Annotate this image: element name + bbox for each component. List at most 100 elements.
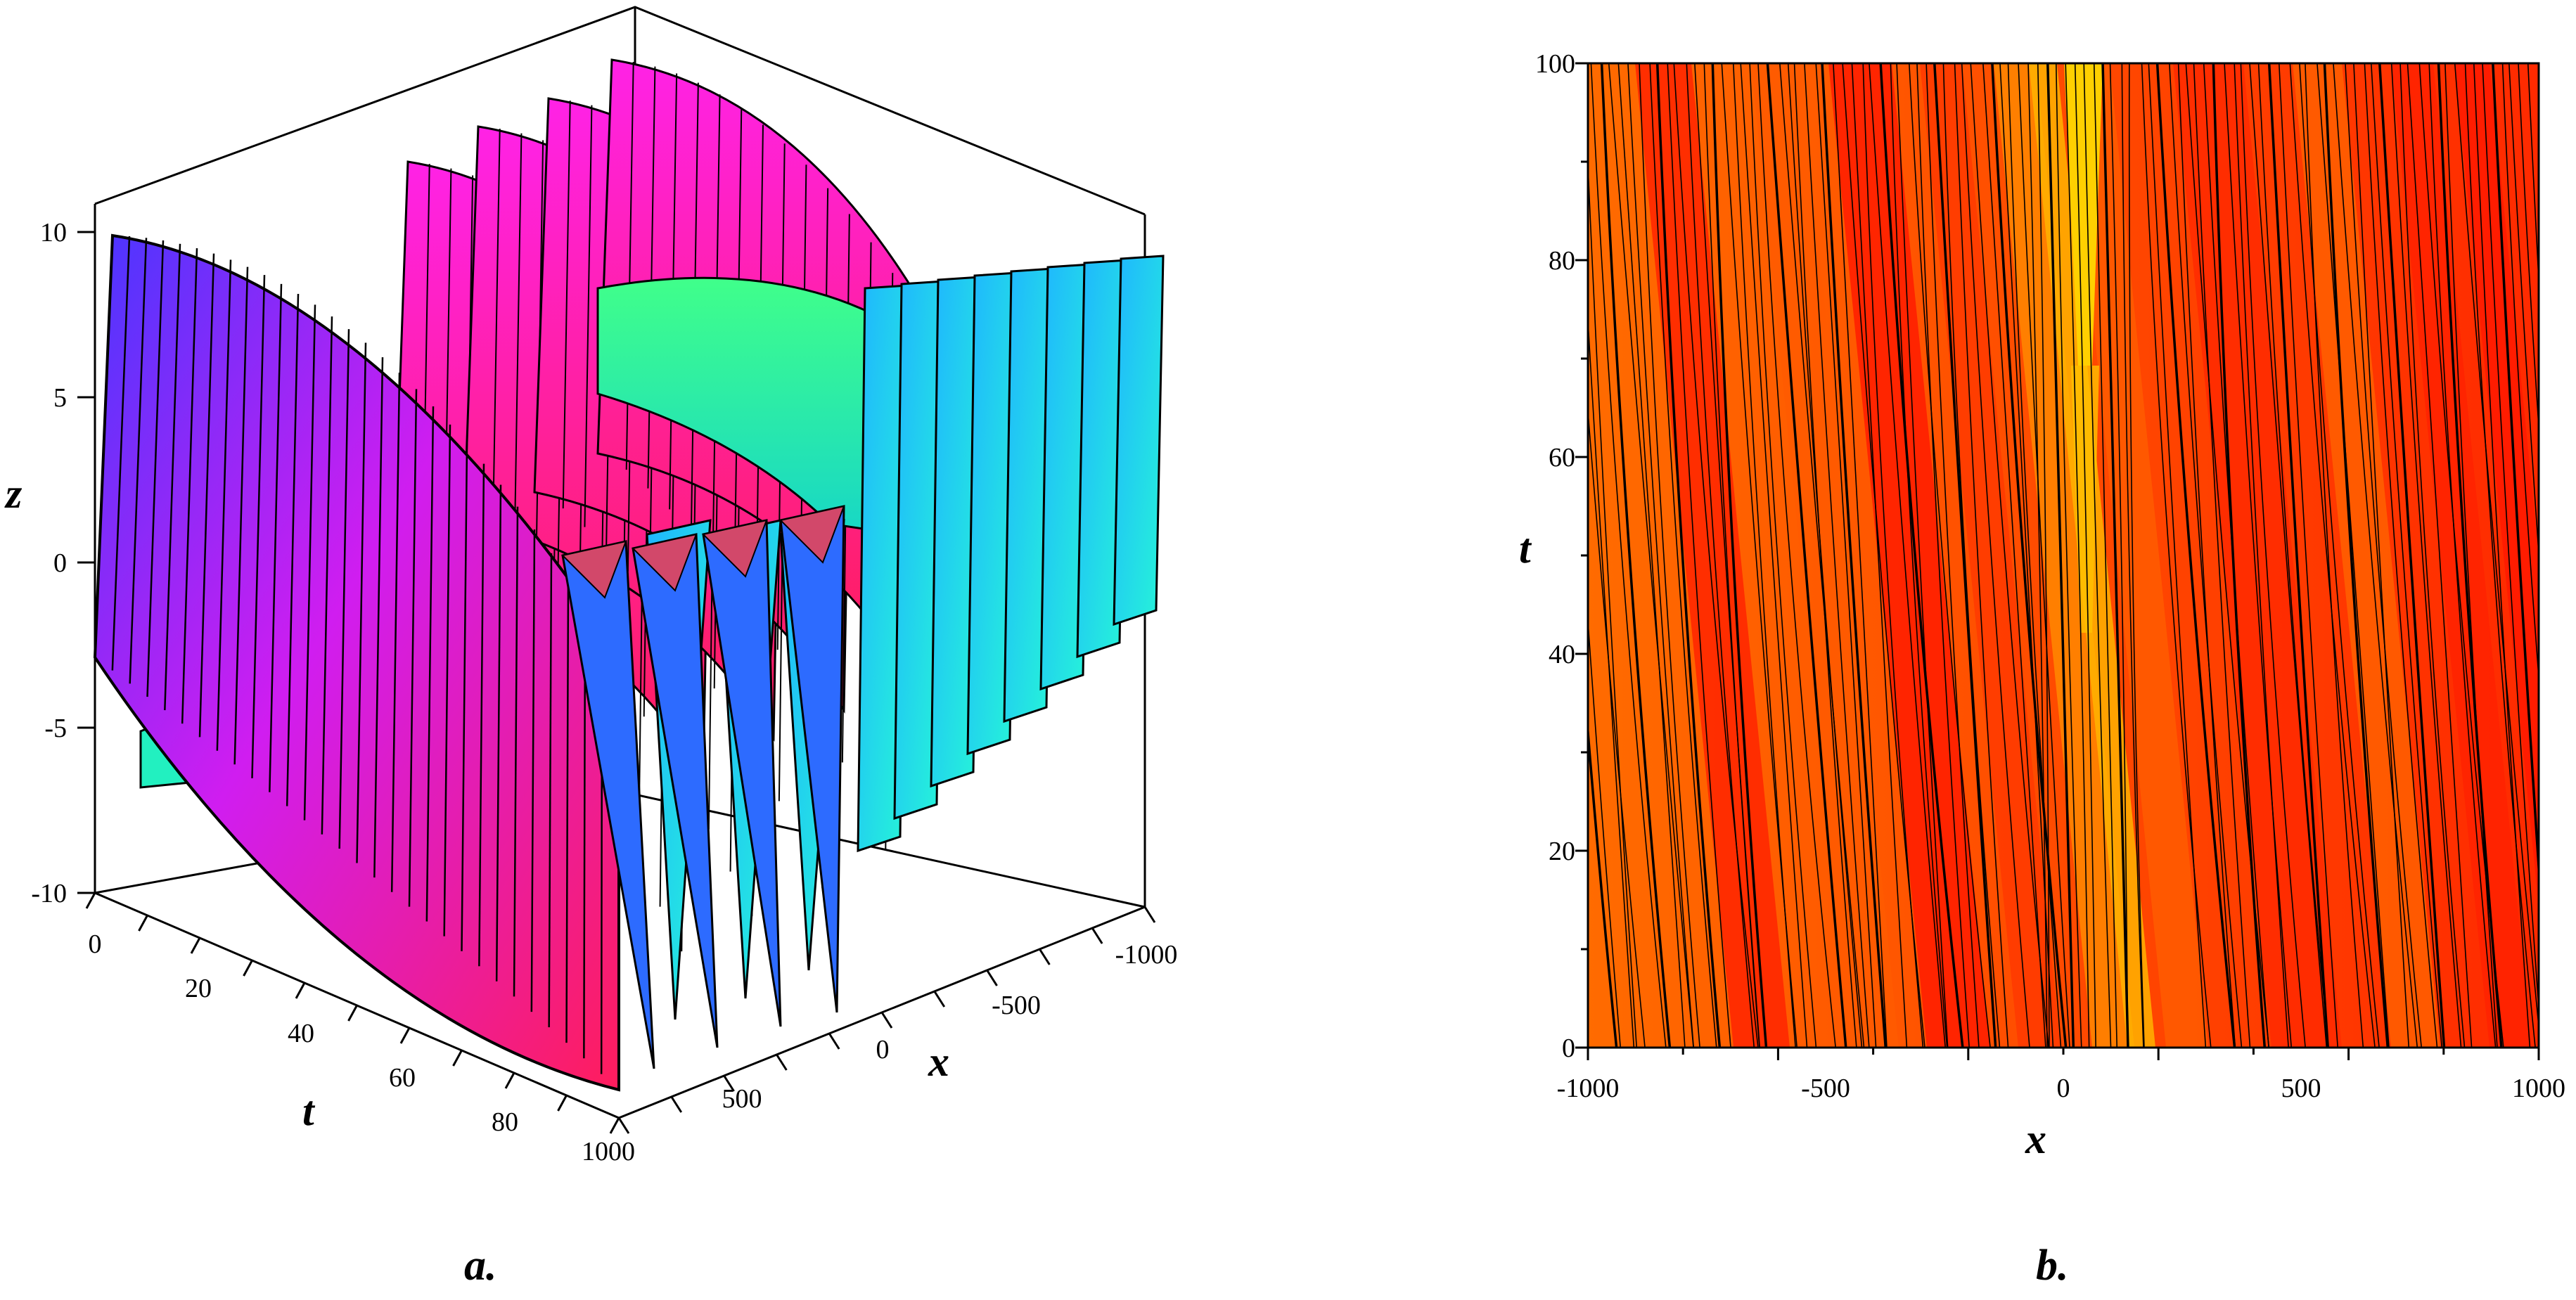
contour-x-tick-labels: -1000 -500 0 500 1000 <box>1557 1074 2565 1103</box>
contour-line <box>1686 63 1755 1048</box>
surface-mesh-line <box>408 389 418 907</box>
x-tick <box>776 1054 788 1071</box>
z-axis-label: z <box>4 470 23 517</box>
surface-spike-tip <box>779 505 845 564</box>
x-tick <box>1091 927 1103 944</box>
t-tick <box>243 960 253 977</box>
contour-line <box>1732 63 1796 1048</box>
contour-line <box>1991 63 2068 1048</box>
contour-line <box>1804 63 1870 1048</box>
panel-b-caption: b. <box>2036 1242 2069 1289</box>
contour-line <box>2065 63 2090 1048</box>
contour-line <box>1862 63 1924 1048</box>
contour-line <box>1766 63 1847 1048</box>
t-tick <box>609 1117 620 1134</box>
contour-line <box>1779 63 1865 1048</box>
surface-mesh-line <box>513 506 519 997</box>
contour-line <box>1588 311 1635 1048</box>
x-tick <box>828 1033 840 1050</box>
t-tick-labels: 0 20 40 60 80 <box>89 929 519 1137</box>
contour-line <box>2492 63 2539 886</box>
contour-line <box>2305 63 2364 1048</box>
x-tick-label: -1000 <box>1557 1074 1620 1103</box>
surface-mesh-line <box>129 238 148 684</box>
x-tick-label: 0 <box>876 1035 890 1064</box>
contour-line <box>2257 63 2329 1048</box>
contour-line <box>2046 63 2075 1048</box>
surface-spike-tip <box>561 540 627 599</box>
contour-line <box>1933 63 1997 1048</box>
z-tick-label: 0 <box>53 548 67 578</box>
surface-mesh-line <box>198 253 215 738</box>
surface-mesh-line <box>492 129 501 537</box>
surface-mesh-line <box>303 304 316 820</box>
surface-mesh-line <box>146 240 165 697</box>
x-tick-label: 500 <box>722 1084 762 1114</box>
contour-line <box>1821 63 1887 1048</box>
x-tick-label: -500 <box>992 991 1041 1020</box>
contour-line <box>1815 63 1877 1048</box>
y-tick-label: 40 <box>1549 640 1575 669</box>
contour-line <box>2364 63 2438 1048</box>
contour-line <box>2278 63 2339 1048</box>
contour-line <box>2482 63 2539 1015</box>
x-tick-labels: -1000 -500 0 500 1000 <box>582 940 1177 1166</box>
contour-line <box>2473 63 2531 1048</box>
contour-line <box>2345 63 2423 1048</box>
surface-mesh-line <box>478 463 485 967</box>
contour-line <box>2299 63 2380 1048</box>
contour-y-axis-label: t <box>1519 525 1532 572</box>
surface-mesh-line <box>584 105 593 527</box>
contour-line <box>2037 63 2050 1048</box>
contour-line <box>2378 63 2446 1048</box>
contour-line <box>1667 63 1731 1048</box>
contour-band <box>1994 63 2134 1048</box>
surface-cyan-sheet <box>893 280 945 820</box>
contour-line <box>2212 63 2267 1048</box>
contour-line <box>2560 63 2576 1048</box>
t-tick-label: 20 <box>185 974 212 1003</box>
contour-line <box>2155 63 2236 1048</box>
contour-x-axis-label: x <box>2025 1116 2046 1162</box>
surface-mesh-line <box>269 283 283 792</box>
contour-line <box>2018 63 2070 1048</box>
surface-mesh-line <box>373 357 384 878</box>
x-tick-label: 500 <box>2281 1074 2321 1103</box>
surface-mesh-line <box>513 133 523 555</box>
x-tick <box>617 1117 630 1134</box>
x-tick <box>1143 906 1156 923</box>
y-tick-label: 100 <box>1535 49 1575 79</box>
x-tick <box>986 970 998 986</box>
contour-line <box>1879 63 1964 1048</box>
x-tick-label: -500 <box>1801 1074 1850 1103</box>
contour-line <box>1890 63 1948 1048</box>
surface-mesh-line <box>530 529 536 1012</box>
x-tick <box>933 991 946 1008</box>
surface-cyan-sheet <box>857 284 909 853</box>
contour-line <box>2141 63 2212 1048</box>
contour-line <box>2109 63 2129 1048</box>
contour-line <box>2027 63 2048 1048</box>
t-tick-label: 80 <box>492 1107 518 1137</box>
contour-line <box>2240 63 2306 1048</box>
surface-mesh-line <box>216 259 232 751</box>
contour-line <box>1942 63 2001 1048</box>
t-tick <box>399 1027 411 1044</box>
y-tick-label: 0 <box>1562 1034 1575 1063</box>
surface-mesh-line <box>443 424 451 937</box>
t-tick-label: 40 <box>288 1019 314 1048</box>
surface-mesh-line <box>647 66 656 489</box>
contour-line <box>1608 63 1694 1048</box>
contour-line <box>2101 63 2129 1048</box>
t-tick-label: 0 <box>89 929 102 959</box>
contour-line <box>2074 63 2096 1048</box>
surface-mesh-line <box>356 342 367 863</box>
contour-line <box>1703 63 1760 1048</box>
x-tick <box>670 1096 683 1113</box>
contour-line <box>1916 63 1970 1048</box>
y-tick-label: 20 <box>1549 837 1575 866</box>
contour-line <box>2428 63 2497 1048</box>
contour-line <box>2371 63 2443 1048</box>
surface-front-stripes <box>111 236 603 1074</box>
